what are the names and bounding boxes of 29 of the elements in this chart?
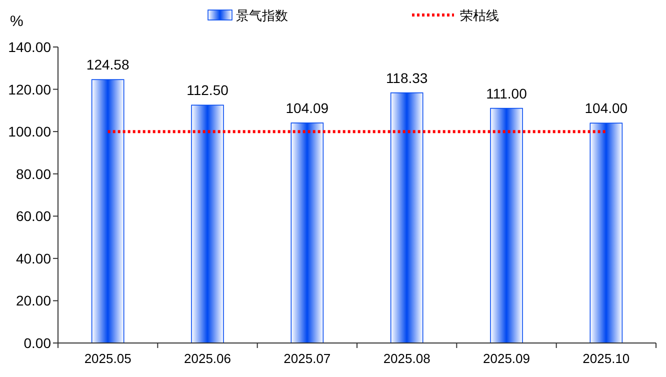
legend-label: 荣枯线 xyxy=(460,8,499,23)
bar xyxy=(490,108,523,344)
y-tick-label: 100.00 xyxy=(8,124,52,140)
x-tick-label: 2025.07 xyxy=(284,351,331,366)
bar xyxy=(191,104,224,344)
bar xyxy=(91,79,124,344)
data-label: 104.09 xyxy=(286,100,329,116)
data-label: 111.00 xyxy=(486,85,528,102)
bar xyxy=(290,122,324,344)
bar xyxy=(590,122,623,344)
x-tick-label: 2025.08 xyxy=(383,351,430,366)
y-tick-label: 120.00 xyxy=(8,81,52,98)
x-tick-label: 2025.09 xyxy=(483,351,530,366)
y-tick-label: 20.00 xyxy=(16,292,52,309)
x-tick-label: 2025.06 xyxy=(184,351,231,366)
y-tick-label: 80.00 xyxy=(16,166,52,182)
y-tick-label: 140.00 xyxy=(8,39,52,55)
y-tick-label: 60.00 xyxy=(16,208,52,224)
data-label: 104.00 xyxy=(584,100,628,116)
data-label: 118.33 xyxy=(386,70,428,86)
x-tick-label: 2025.05 xyxy=(84,351,132,366)
y-tick-label: 0.00 xyxy=(24,335,52,351)
y-tick-label: 40.00 xyxy=(16,250,52,266)
data-label: 112.50 xyxy=(186,82,229,98)
legend-label: 景气指数 xyxy=(236,8,288,23)
data-label: 124.58 xyxy=(86,56,130,73)
y-axis-title: % xyxy=(10,13,24,30)
bar xyxy=(390,92,424,344)
x-tick-label: 2025.10 xyxy=(582,351,630,366)
